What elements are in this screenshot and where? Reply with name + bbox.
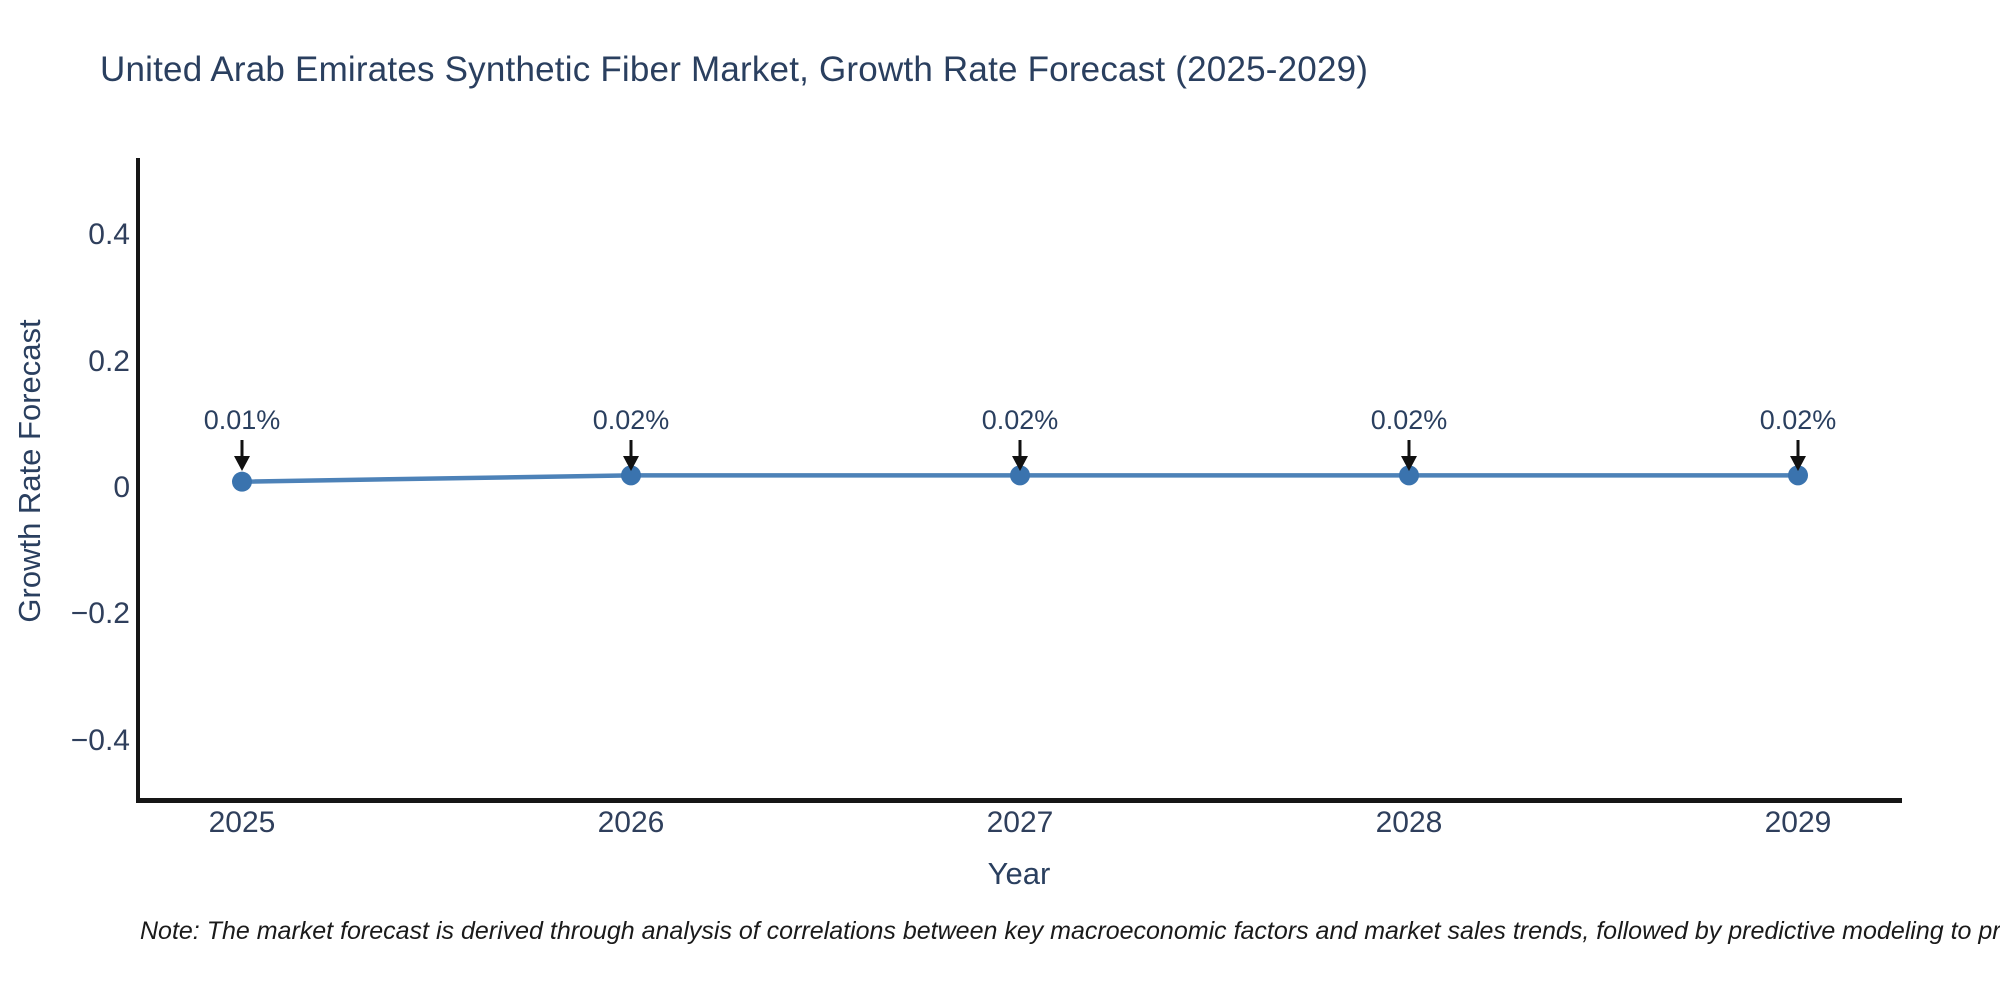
annotation-label: 0.02% <box>593 405 670 435</box>
y-tick-label: −0.4 <box>70 723 130 757</box>
data-point[interactable] <box>1010 465 1030 486</box>
annotation-arrow-head <box>234 456 250 471</box>
data-point[interactable] <box>1399 465 1419 486</box>
annotation-label: 0.01% <box>204 405 281 435</box>
annotation-arrow-head <box>1012 456 1028 471</box>
data-point[interactable] <box>1788 465 1808 486</box>
data-point[interactable] <box>621 465 641 486</box>
annotation-arrow-head <box>623 456 639 471</box>
annotation-label: 0.02% <box>982 405 1059 435</box>
x-tick-label: 2027 <box>986 806 1054 839</box>
data-point[interactable] <box>232 471 252 492</box>
y-tick-label: 0.2 <box>88 344 130 378</box>
chart-title: United Arab Emirates Synthetic Fiber Mar… <box>100 50 1369 89</box>
y-tick-label: −0.2 <box>70 597 130 631</box>
x-tick-label: 2025 <box>208 806 276 839</box>
x-axis-line <box>136 798 1902 803</box>
y-axis-line <box>136 158 140 803</box>
annotation-label: 0.02% <box>1371 405 1448 435</box>
y-tick-label: 0.4 <box>88 218 130 252</box>
annotation-arrow-head <box>1790 456 1806 471</box>
footnote: Note: The market forecast is derived thr… <box>140 917 2000 945</box>
x-axis-title: Year <box>987 856 1051 891</box>
annotation-label: 0.02% <box>1760 405 1837 435</box>
x-tick-label: 2029 <box>1764 806 1832 839</box>
annotation-arrow-head <box>1401 456 1417 471</box>
x-tick-label: 2026 <box>597 806 665 839</box>
x-tick-label: 2028 <box>1375 806 1443 839</box>
y-tick-label: 0 <box>113 471 130 504</box>
